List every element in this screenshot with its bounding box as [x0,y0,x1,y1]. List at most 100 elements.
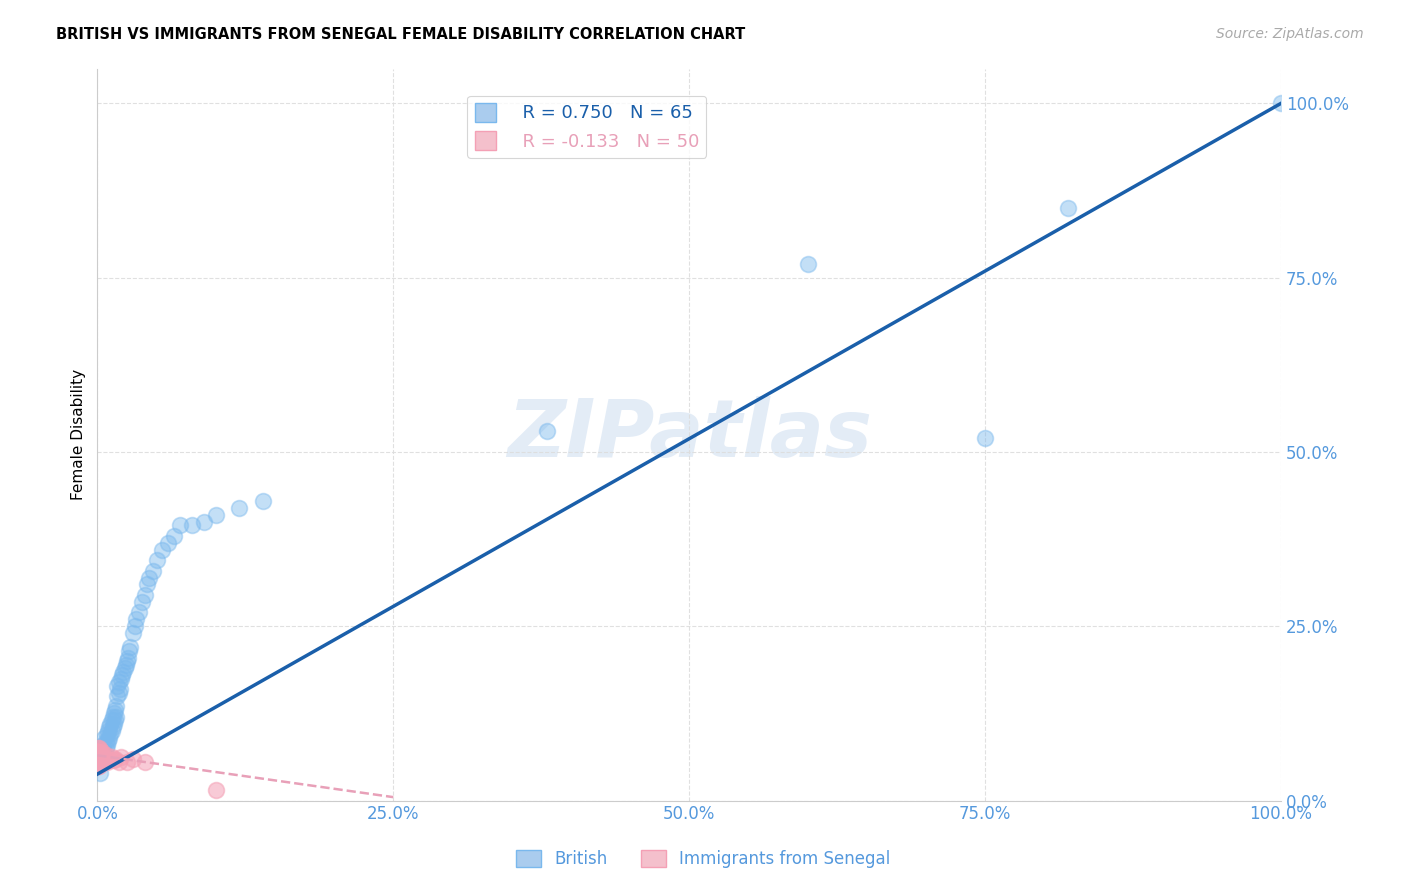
Point [104,714,127,728]
Point [121,626,143,640]
Point [103,753,125,767]
Point [105,710,128,724]
Point [87,756,110,770]
Point [104,703,127,717]
Point [108,681,131,696]
Point [89,746,111,760]
Point [89,753,111,767]
Point [93,756,115,770]
Point [98,753,121,767]
Point [101,720,124,734]
Point [110,750,132,764]
Point [87,741,110,756]
Point [91,745,114,759]
Point [89,745,111,759]
Point [87,750,110,764]
Point [87,753,110,767]
Point [112,665,135,679]
Point [107,675,129,690]
Point [96,738,118,752]
Point [163,529,186,543]
Point [138,570,160,584]
Point [94,734,117,748]
Point [1057,201,1080,215]
Point [87,758,110,772]
Point [98,731,121,745]
Point [131,595,153,609]
Point [89,756,111,771]
Point [87,745,110,759]
Point [98,720,121,734]
Point [152,542,174,557]
Point [536,424,558,438]
Point [134,756,156,770]
Point [94,748,117,763]
Point [228,500,250,515]
Point [89,757,111,772]
Point [87,748,110,763]
Point [103,706,125,721]
Point [121,752,143,766]
Point [89,765,111,780]
Point [974,431,997,445]
Point [204,508,226,522]
Point [157,535,180,549]
Point [136,577,159,591]
Point [90,750,112,764]
Point [89,753,111,767]
Point [115,756,138,770]
Point [107,756,129,770]
Text: Source: ZipAtlas.com: Source: ZipAtlas.com [1216,27,1364,41]
Point [89,743,111,757]
Legend: British, Immigrants from Senegal: British, Immigrants from Senegal [509,843,897,875]
Point [110,672,132,686]
Point [90,756,112,770]
Point [94,741,117,756]
Point [114,661,136,675]
Legend:   R = 0.750   N = 65,   R = -0.133   N = 50: R = 0.750 N = 65, R = -0.133 N = 50 [467,95,706,158]
Point [100,750,122,764]
Text: ZIPatlas: ZIPatlas [506,395,872,474]
Point [124,619,146,633]
Point [796,257,818,271]
Point [117,650,139,665]
Point [89,748,111,763]
Point [100,723,122,738]
Point [87,756,110,770]
Point [91,738,114,752]
Point [142,564,165,578]
Point [93,745,115,759]
Y-axis label: Female Disability: Female Disability [72,369,86,500]
Point [87,752,110,766]
Point [1270,96,1292,111]
Point [87,745,110,759]
Point [87,758,110,772]
Point [107,679,129,693]
Point [204,783,226,797]
Point [90,756,112,770]
Point [103,717,125,731]
Point [89,749,111,764]
Point [86,756,108,770]
Point [86,752,108,766]
Point [89,756,111,770]
Point [98,717,121,731]
Point [134,588,156,602]
Point [96,727,118,741]
Text: BRITISH VS IMMIGRANTS FROM SENEGAL FEMALE DISABILITY CORRELATION CHART: BRITISH VS IMMIGRANTS FROM SENEGAL FEMAL… [56,27,745,42]
Point [91,748,114,763]
Point [252,493,274,508]
Point [104,752,127,766]
Point [169,518,191,533]
Point [87,756,110,770]
Point [87,748,110,763]
Point [89,752,111,766]
Point [96,756,118,770]
Point [107,689,129,703]
Point [91,756,114,770]
Point [97,752,120,766]
Point [97,723,120,738]
Point [93,731,115,745]
Point [101,710,124,724]
Point [111,668,134,682]
